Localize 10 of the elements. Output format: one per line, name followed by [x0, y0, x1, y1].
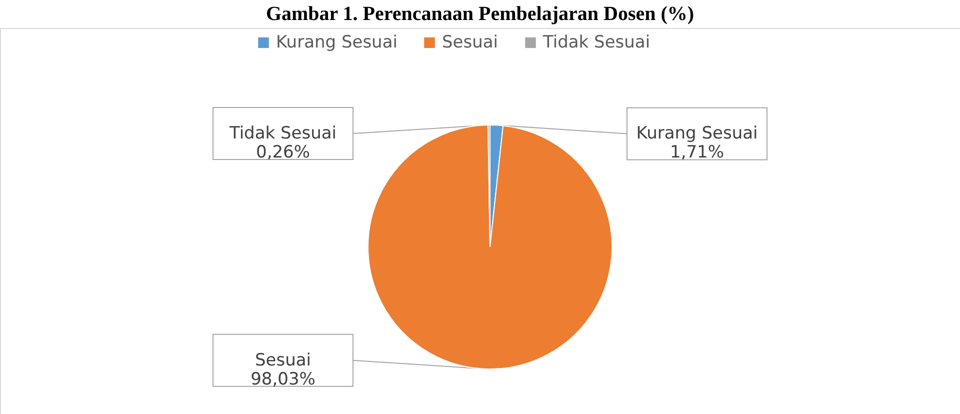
legend-label: Tidak Sesuai [542, 32, 650, 53]
data-label: 1,71% [670, 142, 724, 163]
slice-label: Sesuai [254, 350, 312, 370]
legend-label: Kurang Sesuai [276, 32, 398, 53]
data-label: 0,26% [256, 142, 310, 163]
chart-title: Gambar 1. Perencanaan Pembelajaran Dosen (%) [266, 3, 694, 25]
data-label: 98,03% [250, 369, 316, 390]
slice-label: Kurang Sesuai [636, 124, 758, 144]
legend-label: Sesuai [442, 32, 498, 53]
slice-label: Tidak Sesuai [228, 124, 337, 144]
